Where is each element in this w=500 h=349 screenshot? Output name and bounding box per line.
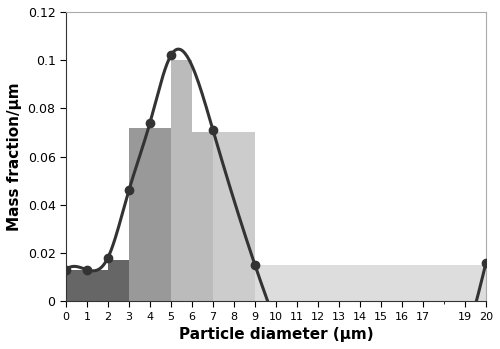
Bar bbox=[171, 60, 192, 301]
Bar bbox=[192, 132, 213, 301]
Bar bbox=[129, 128, 150, 301]
X-axis label: Particle diameter (μm): Particle diameter (μm) bbox=[178, 327, 374, 342]
Bar bbox=[255, 265, 486, 301]
Bar bbox=[66, 270, 87, 301]
Bar bbox=[108, 260, 129, 301]
Bar bbox=[150, 128, 171, 301]
Bar bbox=[87, 270, 108, 301]
Bar bbox=[213, 132, 255, 301]
Y-axis label: Mass fraction/μm: Mass fraction/μm bbox=[7, 82, 22, 231]
